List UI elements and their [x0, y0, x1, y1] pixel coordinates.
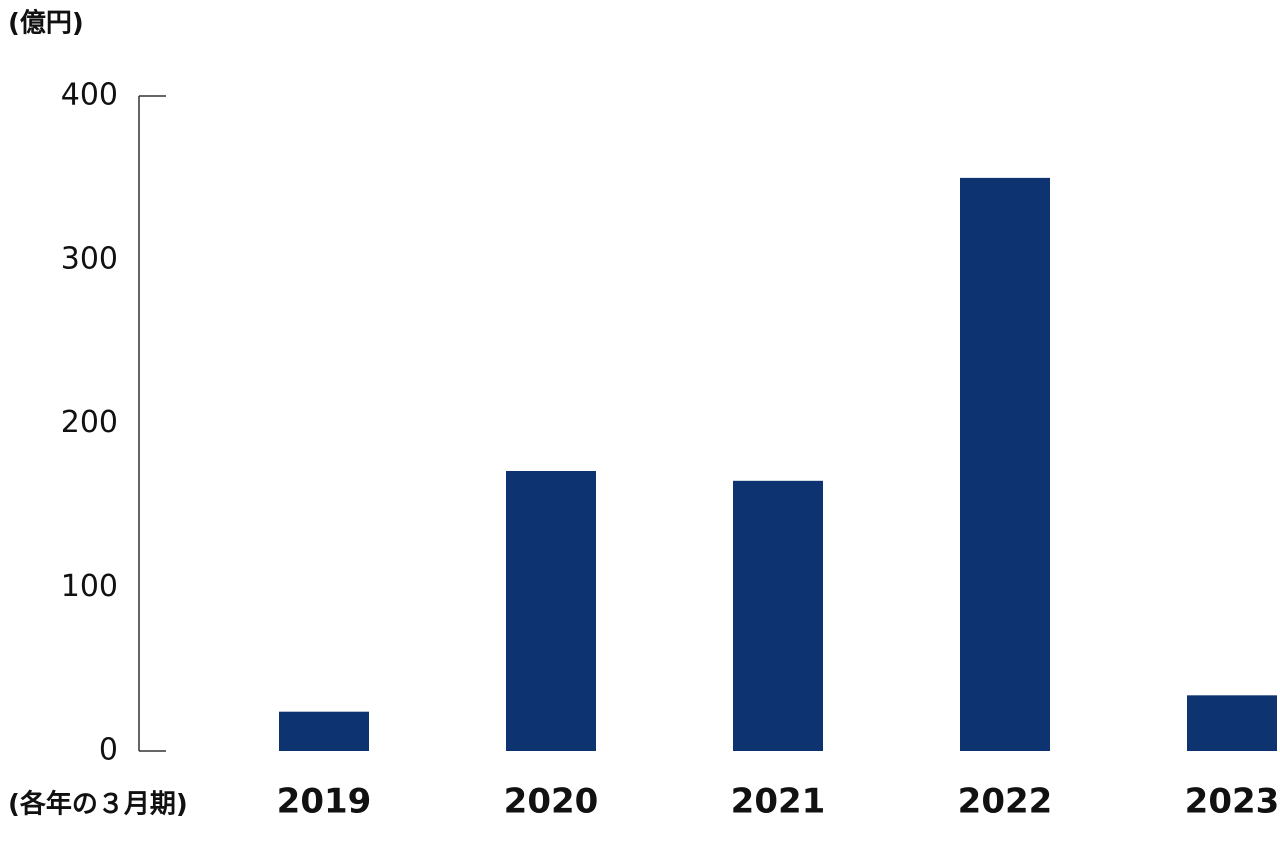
- y-tick-label: 0: [99, 733, 118, 768]
- bar: [960, 177, 1050, 751]
- bar: [506, 470, 596, 751]
- x-tick-label: 2023: [1185, 782, 1280, 822]
- y-tick-label: 200: [61, 405, 118, 440]
- x-tick-label: 2021: [731, 782, 826, 822]
- bar: [1187, 695, 1277, 751]
- y-tick-label: 100: [61, 569, 118, 604]
- x-tick-label: 2022: [958, 782, 1053, 822]
- y-tick-label: 400: [61, 78, 118, 113]
- y-tick-label: 300: [61, 241, 118, 276]
- bar: [733, 480, 823, 751]
- x-tick-label: 2020: [504, 782, 599, 822]
- bar: [279, 711, 369, 751]
- y-axis-label: (億円): [8, 9, 84, 39]
- x-tick-label: 2019: [277, 782, 372, 822]
- x-axis-label: (各年の３月期): [8, 789, 188, 820]
